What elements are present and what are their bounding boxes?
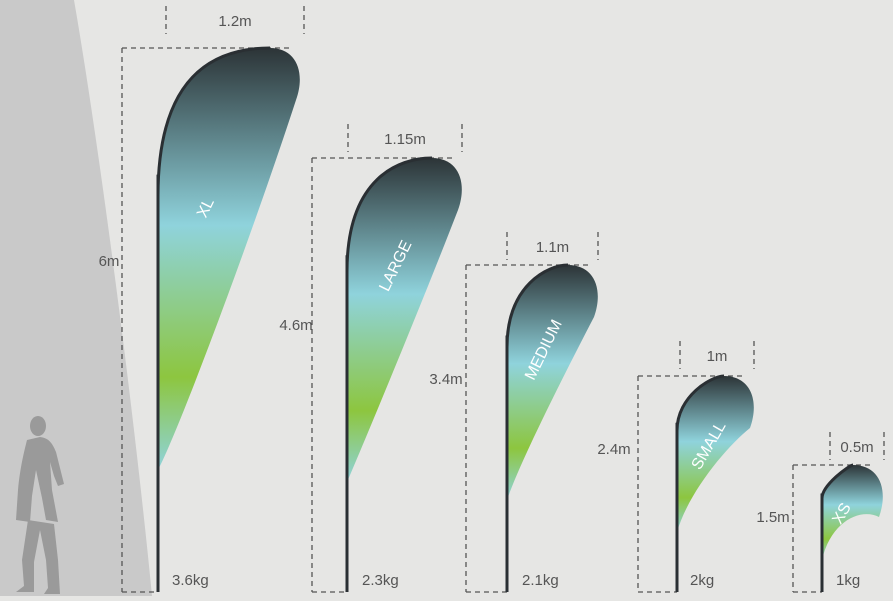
flag-banner bbox=[347, 158, 462, 482]
height-label: 2.4m bbox=[597, 441, 630, 458]
flag-pole-curve bbox=[675, 374, 725, 431]
flag-pole-curve bbox=[505, 263, 569, 348]
flag-banner bbox=[158, 48, 300, 470]
width-label: 1m bbox=[707, 348, 728, 365]
height-label: 6m bbox=[99, 253, 120, 270]
height-label: 3.4m bbox=[429, 371, 462, 388]
width-label: 1.2m bbox=[218, 13, 251, 30]
weight-label: 1kg bbox=[836, 572, 860, 589]
weight-label: 2.1kg bbox=[522, 572, 559, 589]
height-label: 1.5m bbox=[756, 509, 789, 526]
weight-label: 2kg bbox=[690, 572, 714, 589]
width-label: 1.1m bbox=[536, 239, 569, 256]
flag-size-label: XL bbox=[194, 195, 218, 220]
flag-banner bbox=[677, 376, 754, 532]
flag-pole-curve bbox=[820, 463, 854, 499]
flag-pole-curve bbox=[156, 46, 271, 196]
flag-banner bbox=[822, 465, 883, 560]
flag-pole-curve bbox=[345, 156, 433, 272]
weight-label: 2.3kg bbox=[362, 572, 399, 589]
flag-banner bbox=[507, 265, 598, 500]
walking-person-silhouette-icon bbox=[16, 416, 64, 594]
height-label: 4.6m bbox=[279, 317, 312, 334]
weight-label: 3.6kg bbox=[172, 572, 209, 589]
width-label: 0.5m bbox=[840, 439, 873, 456]
width-label: 1.15m bbox=[384, 131, 426, 148]
flag-xl: 1.2m 6m 3.6kg XL bbox=[99, 6, 305, 593]
